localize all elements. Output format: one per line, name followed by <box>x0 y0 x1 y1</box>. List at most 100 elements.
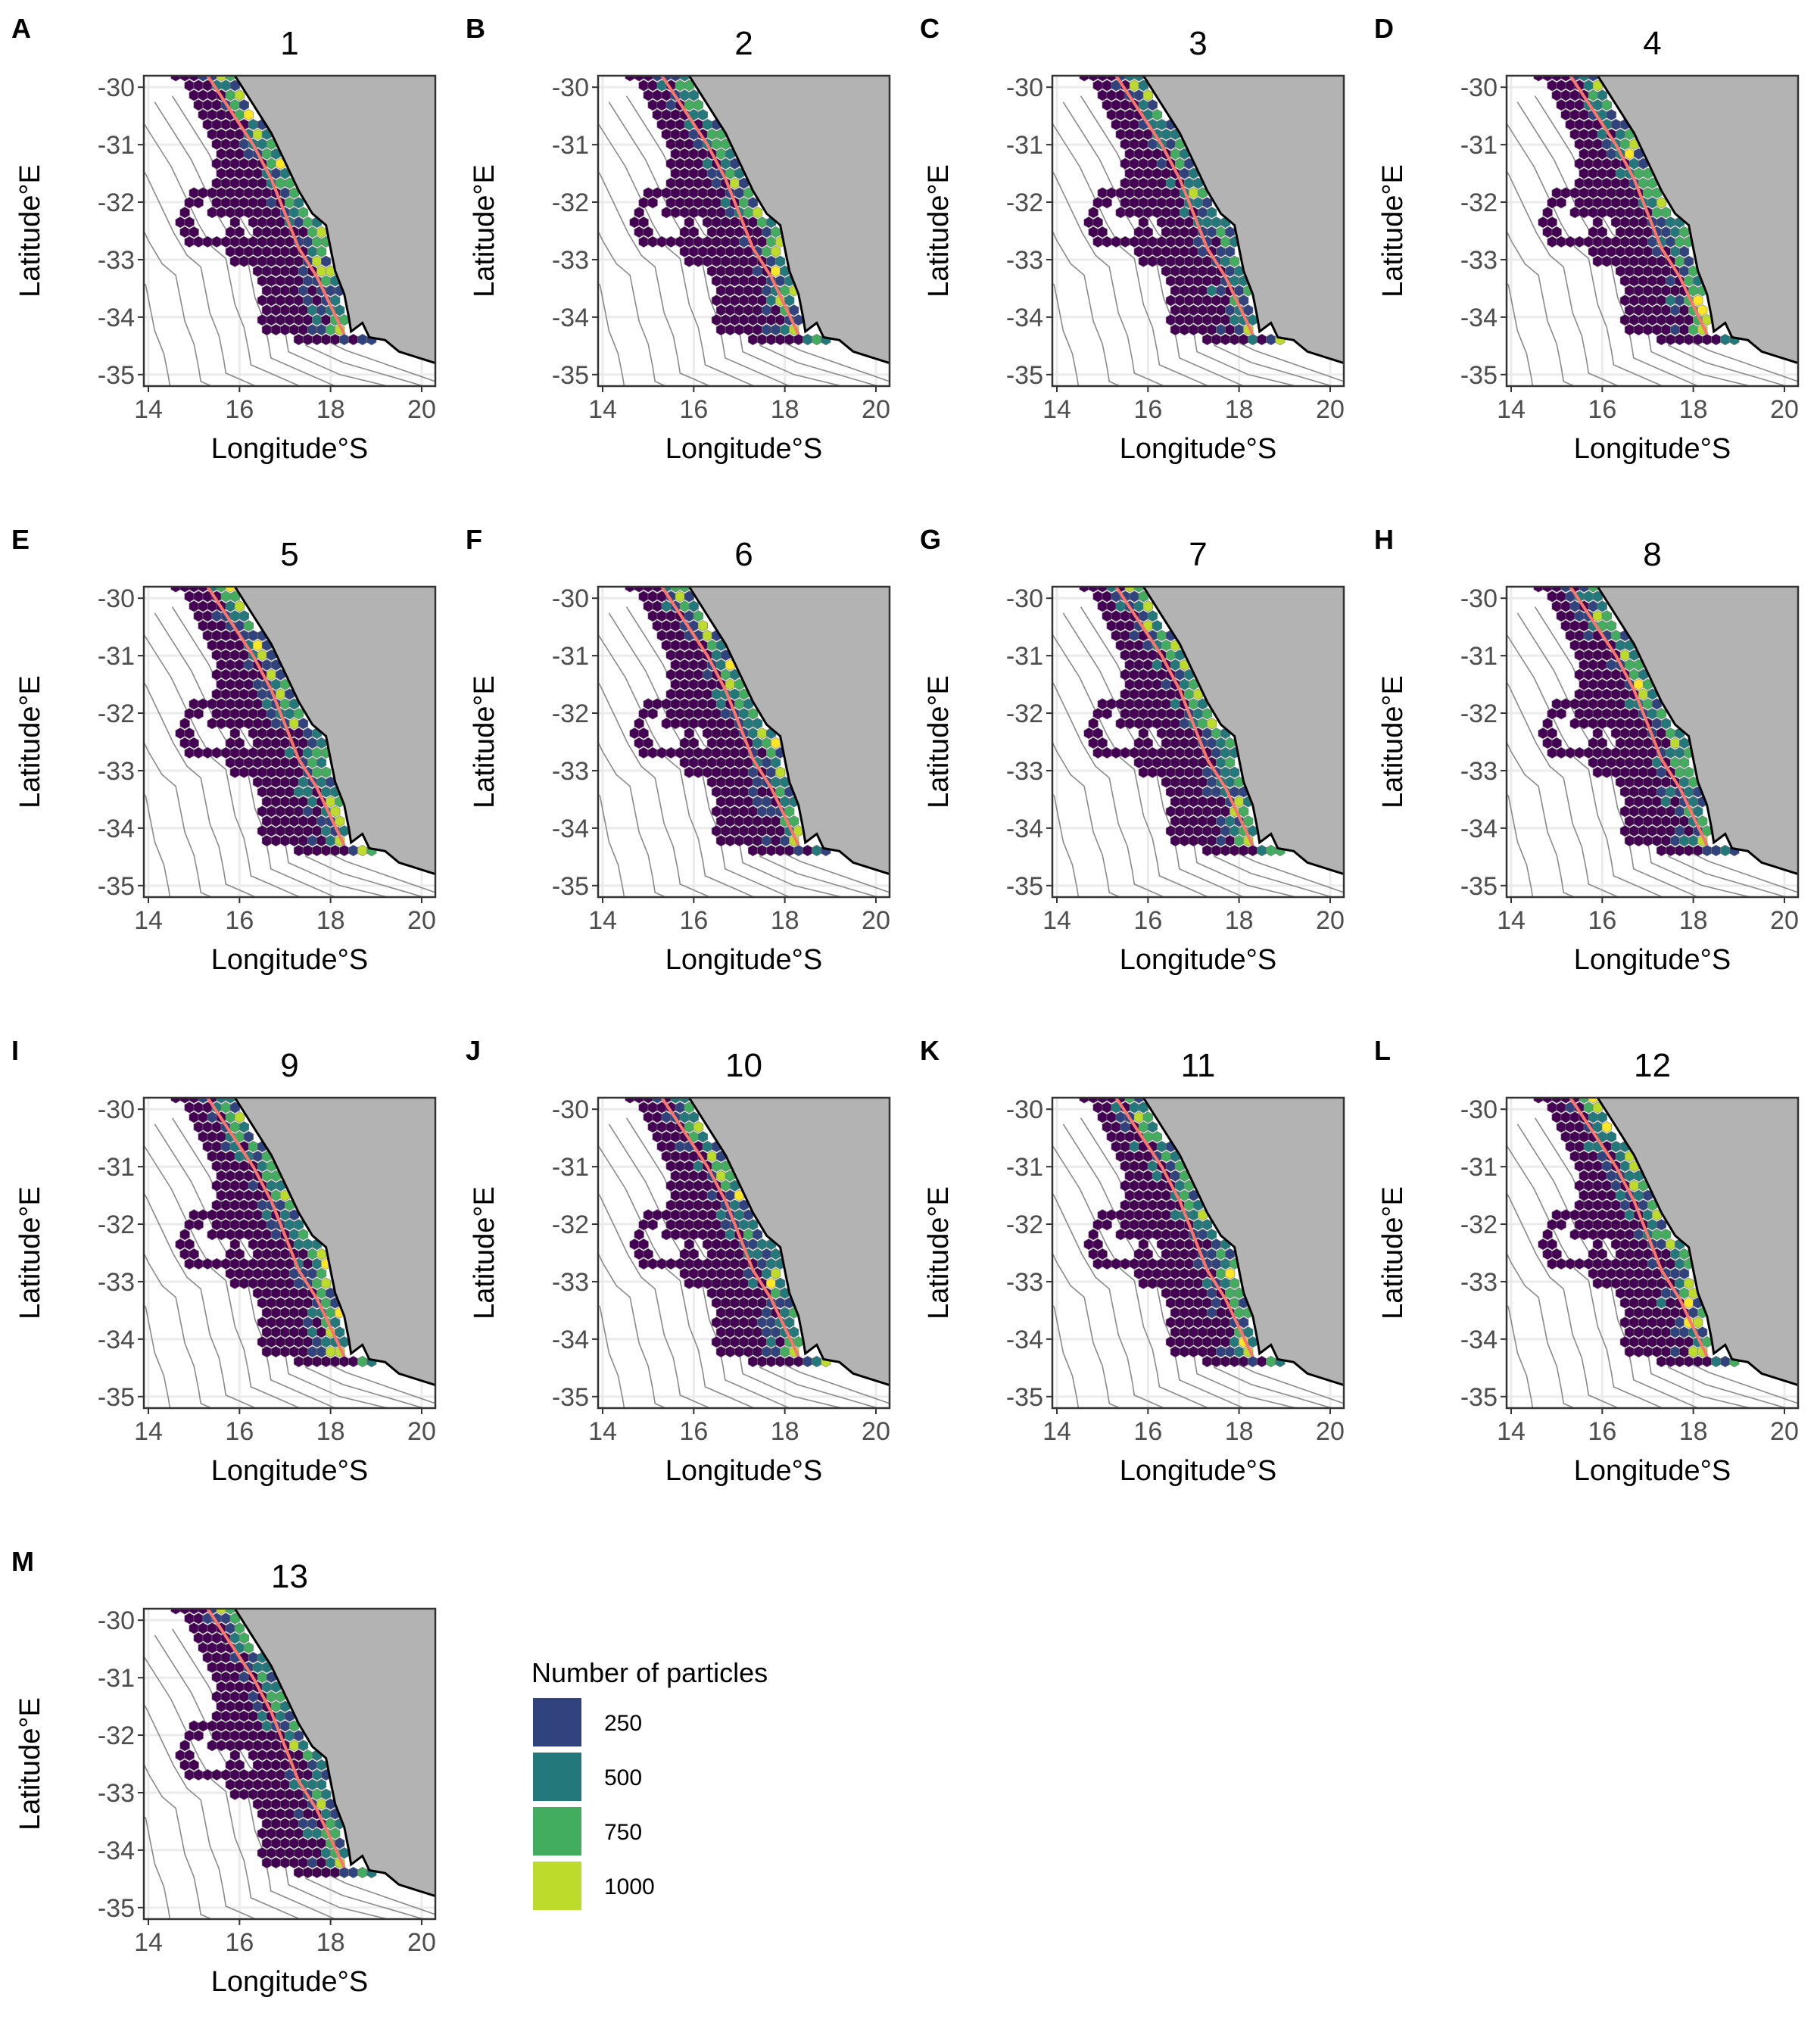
y-axis-title: Latitude°E <box>14 675 46 809</box>
hexbin-cell <box>1651 776 1663 788</box>
hexbin-cell <box>1684 786 1694 798</box>
x-tick-label: 16 <box>1133 1417 1162 1446</box>
hexbin-cell <box>638 727 649 740</box>
panel-title: 1 <box>280 25 298 62</box>
legend-label: 750 <box>604 1820 642 1845</box>
isobath-line <box>1114 76 1254 335</box>
hexbin-cell <box>170 76 181 82</box>
hexbin-cell <box>1225 756 1236 768</box>
isobath-line <box>660 76 800 335</box>
hexbin-cell <box>1138 138 1148 150</box>
hexbin-cell <box>1551 1248 1562 1260</box>
hexbin-cell <box>275 1297 286 1309</box>
hexbin-cell <box>1597 1248 1607 1260</box>
panel-letter: E <box>11 524 30 555</box>
hexbin-cell <box>321 255 332 267</box>
y-tick-label: -34 <box>1006 304 1043 332</box>
hexbin-cell <box>234 89 245 101</box>
coastline <box>234 76 435 365</box>
hexbin-cell <box>1165 786 1176 798</box>
hexbin-cell <box>184 216 195 229</box>
y-tick-label: -33 <box>98 246 135 275</box>
hexbin-cell <box>184 1749 195 1762</box>
y-tick-label: -30 <box>552 584 589 613</box>
panel-plot-area <box>1052 587 1344 897</box>
legend-keys: 250 500 750 1000 <box>533 1698 655 1910</box>
y-tick-label: -31 <box>552 1153 589 1182</box>
y-tick-label: -32 <box>98 1211 135 1239</box>
y-tick-label: -32 <box>98 700 135 728</box>
land-area <box>1143 587 1344 874</box>
hexbin-cell <box>316 245 327 257</box>
x-tick-label: 18 <box>1225 906 1254 935</box>
hexbin-cell <box>1588 1098 1598 1104</box>
hexbin-cell <box>747 786 759 798</box>
hexbin-cell <box>625 587 635 593</box>
hexbin-cell <box>284 786 295 798</box>
hexbin-cell <box>1647 786 1658 798</box>
bathymetry-contour <box>1052 229 1122 386</box>
hexbin-cell <box>179 76 190 82</box>
hexbin-cell <box>1142 89 1153 101</box>
x-tick-label: 16 <box>679 1417 708 1446</box>
hexbin-cell <box>634 718 644 730</box>
panel-border <box>1505 74 1800 388</box>
bathymetry-contour <box>1052 282 1080 386</box>
hexbin-cell <box>1138 649 1148 661</box>
hexbin-cell <box>1547 727 1557 740</box>
hexbin-cell <box>697 1130 708 1143</box>
coastline <box>1597 1098 1798 1387</box>
hexbin-cell <box>752 718 763 730</box>
hexbin-cell <box>1592 727 1603 740</box>
y-tick-label: -32 <box>1006 1211 1043 1239</box>
hexbin-cell <box>229 727 240 740</box>
hexbin-cell <box>1684 255 1694 267</box>
hexbin-cell <box>1079 76 1089 82</box>
y-tick-label: -35 <box>1006 1383 1043 1412</box>
y-tick-label: -32 <box>1460 1211 1498 1239</box>
bathymetry-contour <box>171 95 391 386</box>
bathymetry-contour <box>1052 122 1210 386</box>
hexbin-cell <box>1547 216 1557 229</box>
hexbin-cell <box>288 265 300 277</box>
x-tick-label: 16 <box>679 906 708 935</box>
hexbin-cell <box>298 207 309 219</box>
hexbin-cell <box>1679 756 1690 768</box>
y-tick-label: -34 <box>1460 1326 1498 1354</box>
hexbin-cell <box>298 1740 309 1752</box>
y-tick-label: -31 <box>1006 131 1043 160</box>
land-area <box>235 1609 435 1896</box>
y-tick-label: -33 <box>552 757 589 786</box>
hexbin-cell <box>1651 1287 1663 1299</box>
map-panel: H 8 14 16 18 20 -30 -31 -32 -33 -34 -35 Longitude°S L… <box>1374 524 1800 976</box>
hexbin-cell <box>1638 275 1649 287</box>
hexbin-cell <box>743 265 754 277</box>
hexbin-cell <box>216 587 226 593</box>
hexbin-cell <box>715 776 726 788</box>
y-tick-label: -35 <box>1006 361 1043 390</box>
hexbin-cell <box>1684 766 1694 778</box>
hexbin-cell <box>279 1798 291 1810</box>
hexbin-cell <box>684 216 694 229</box>
bathymetry-contour <box>171 1117 391 1408</box>
y-axis-title: Latitude°E <box>1377 1186 1409 1320</box>
hexbin-cell <box>1239 805 1249 818</box>
bathymetry-contour <box>598 1144 756 1408</box>
hexbin-cell <box>1679 1287 1690 1299</box>
y-tick-label: -34 <box>1006 815 1043 843</box>
hexbin-cell <box>1106 1098 1117 1104</box>
bathymetry-contour <box>1080 95 1299 386</box>
hexbin-cell <box>1097 587 1108 593</box>
x-axis-title: Longitude°S <box>665 944 822 976</box>
hexbin-cell <box>1206 718 1217 730</box>
panel-letter: D <box>1374 13 1394 44</box>
hexbin-cell <box>1583 138 1594 150</box>
hexbin-cell <box>1243 304 1254 316</box>
hexbin-cell <box>1592 649 1603 661</box>
hexbin-cell <box>1165 138 1176 150</box>
hexbin-cell <box>275 1808 286 1820</box>
hexbin-cell <box>1206 1229 1217 1241</box>
hexbin-cell <box>1697 815 1708 827</box>
hexbin-cell <box>216 1609 226 1615</box>
x-tick-label: 18 <box>1679 1417 1708 1446</box>
